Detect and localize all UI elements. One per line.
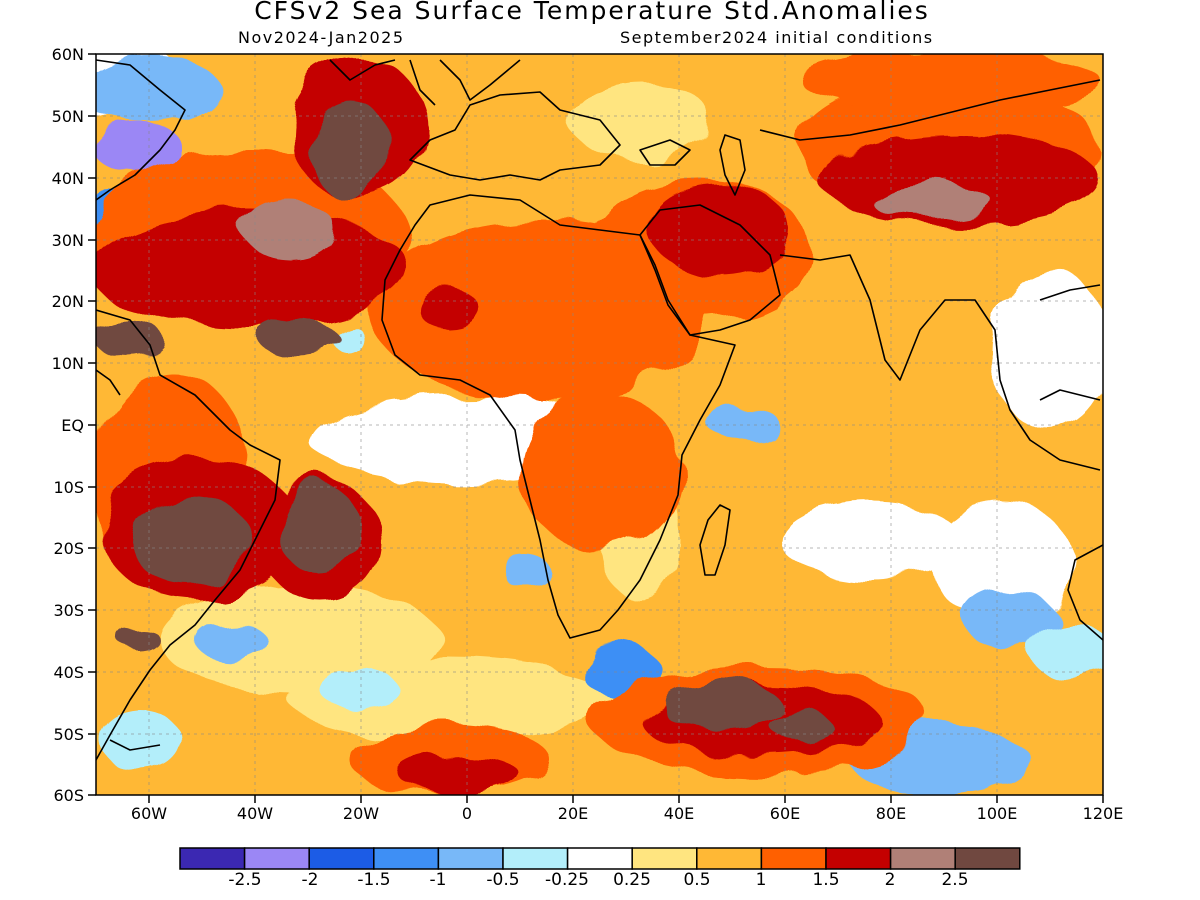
lat-label: 40N [51,169,84,188]
initial-conditions-label: September2024 initial conditions [620,28,934,47]
coastlines [96,59,1103,761]
colorbar-tick-label: -2 [301,870,319,890]
colorbar-tick-label: 2 [884,870,896,890]
lat-label: 40S [53,663,84,682]
lat-label: 30N [51,231,84,250]
colorbar-swatch [760,847,827,870]
colorbar-tick-label: 0.25 [613,870,651,890]
colorbar-swatch [179,847,246,870]
colorbar-swatch [502,847,569,870]
colorbar-swatch [566,847,633,870]
colorbar-swatch [243,847,310,870]
colorbar-swatch [954,847,1021,870]
colorbar-swatch [631,847,698,870]
anomaly-field [96,54,1103,795]
colorbar-swatch [825,847,892,870]
lon-label: 0 [461,804,473,823]
valid-period-label: Nov2024-Jan2025 [238,28,405,47]
lon-label: 120E [1082,804,1124,823]
lon-label: 20W [342,804,380,823]
colorbar-swatch [373,847,440,870]
lon-label: 80E [875,804,907,823]
colorbar-swatch [308,847,375,870]
colorbar-tick-label: -2.5 [228,870,262,890]
colorbar-tick-label: 2.5 [941,870,969,890]
lat-label: EQ [61,416,84,435]
lon-label: 100E [976,804,1018,823]
lon-label: 60E [769,804,801,823]
colorbar-swatch [696,847,763,870]
lat-label: 60N [51,45,84,64]
colorbar-tick-label: -1.5 [357,870,391,890]
colorbar-tick-label: -1 [429,870,447,890]
colorbar-tick-label: 1.5 [812,870,840,890]
lon-label: 40W [236,804,274,823]
colorbar-tick-label: 1 [755,870,767,890]
lat-label: 10S [53,478,84,497]
colorbar-tick-label: -0.25 [545,870,589,890]
map-title: CFSv2 Sea Surface Temperature Std.Anomal… [254,0,930,25]
colorbar-swatch [437,847,504,870]
lat-label: 20N [51,292,84,311]
lon-label: 60W [130,804,168,823]
colorbar-swatch [889,847,956,870]
lat-label: 20S [53,539,84,558]
lat-label: 60S [53,786,84,805]
lat-label: 30S [53,601,84,620]
lon-label: 20E [557,804,589,823]
colorbar-tick-label: 0.5 [683,870,711,890]
lat-label: 10N [51,354,84,373]
colorbar-tick-label: -0.5 [486,870,520,890]
lat-label: 50S [53,725,84,744]
lat-label: 50N [51,107,84,126]
lon-label: 40E [663,804,695,823]
